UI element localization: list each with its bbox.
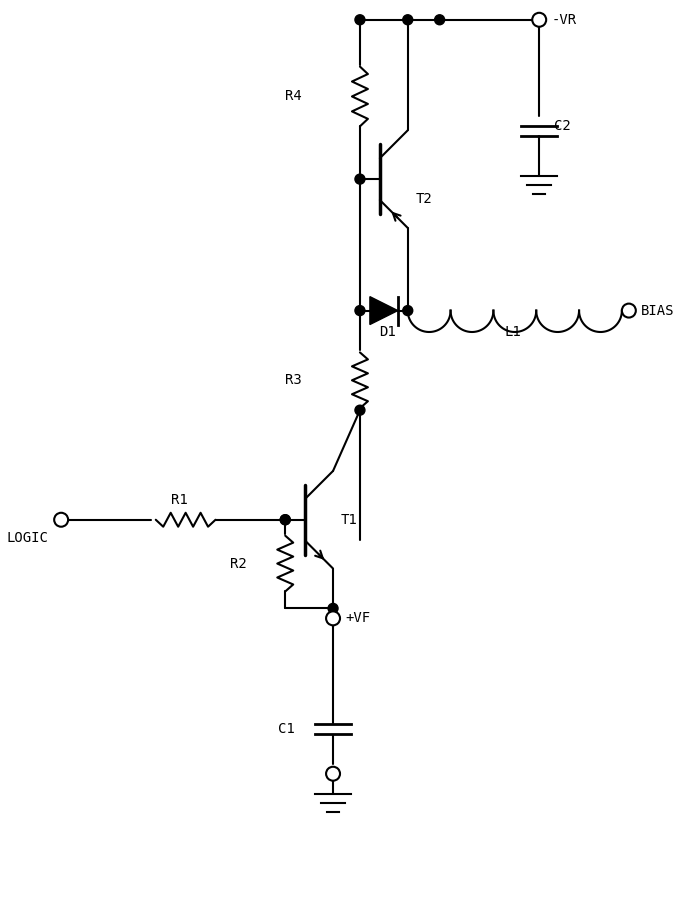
Text: R3: R3 [285, 374, 302, 387]
Text: C2: C2 [554, 119, 571, 133]
Circle shape [622, 303, 635, 318]
Circle shape [328, 603, 338, 613]
Text: -VR: -VR [551, 13, 576, 26]
Text: +VF: +VF [345, 611, 370, 625]
Text: R2: R2 [230, 557, 247, 570]
Circle shape [403, 305, 413, 315]
Text: D1: D1 [379, 325, 395, 340]
Circle shape [355, 15, 365, 25]
Circle shape [280, 515, 290, 525]
Text: T1: T1 [341, 513, 358, 527]
Circle shape [532, 13, 546, 26]
Circle shape [355, 305, 365, 315]
Text: C1: C1 [278, 722, 295, 736]
Circle shape [326, 611, 340, 625]
Circle shape [326, 767, 340, 781]
Circle shape [280, 515, 290, 525]
Polygon shape [370, 297, 398, 324]
Circle shape [55, 513, 68, 527]
Circle shape [355, 405, 365, 415]
Circle shape [435, 15, 444, 25]
Circle shape [403, 15, 413, 25]
Text: LOGIC: LOGIC [6, 531, 48, 545]
Circle shape [355, 174, 365, 184]
Text: L1: L1 [504, 325, 521, 340]
Text: BIAS: BIAS [641, 303, 674, 318]
Text: T2: T2 [415, 192, 433, 206]
Text: R1: R1 [170, 493, 188, 507]
Text: R4: R4 [285, 89, 302, 104]
